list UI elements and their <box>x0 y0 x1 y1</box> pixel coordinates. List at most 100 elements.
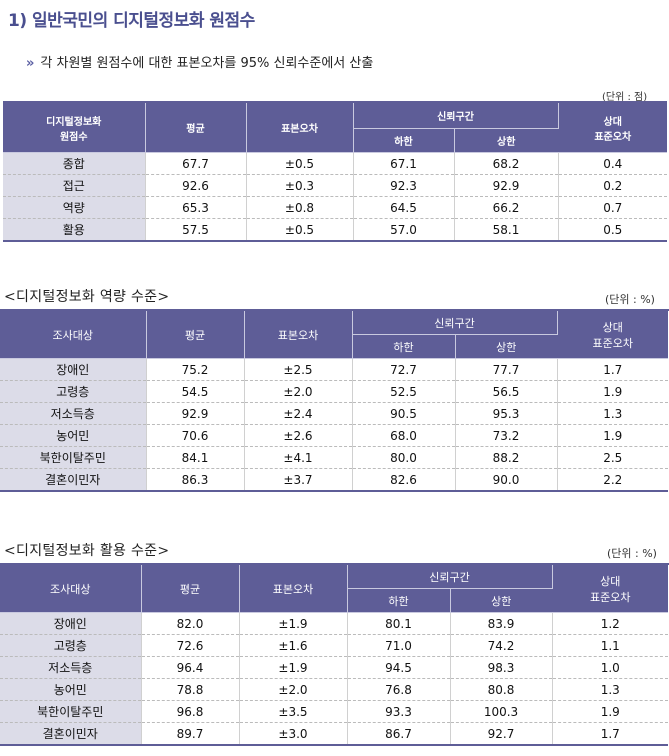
cell-mean: 70.6 <box>146 424 245 447</box>
cell-lower: 67.1 <box>353 152 455 175</box>
cell-rse: 0.7 <box>558 196 667 219</box>
cell-mean: 96.8 <box>141 700 240 723</box>
cell-rse: 1.3 <box>557 402 669 425</box>
table-row: 결혼이민자 86.3 ±3.7 82.6 90.0 2.2 <box>0 468 669 492</box>
cell-label: 고령층 <box>0 634 142 657</box>
subtitle-text: 각 차원별 원점수에 대한 표본오차를 95% 신뢰수준에서 산출 <box>40 56 374 71</box>
cell-rse: 1.3 <box>552 678 669 701</box>
capability-table: 조사대상 평균 표본오차 신뢰구간 상대 표준오차 하한 상한 장애인 75.2 ±… <box>0 311 669 492</box>
header-mean: 평균 <box>146 311 245 359</box>
header-lower: 하한 <box>352 334 456 359</box>
table-row: 북한이탈주민 96.8 ±3.5 93.3 100.3 1.9 <box>0 700 669 723</box>
cell-lower: 52.5 <box>352 380 456 403</box>
cell-label: 저소득층 <box>0 402 147 425</box>
cell-se: ±0.8 <box>246 196 354 219</box>
section-title-usage: <디지털정보화 활용 수준> <box>4 543 170 559</box>
cell-mean: 96.4 <box>141 656 240 679</box>
table2-top-rule <box>0 309 669 311</box>
cell-mean: 65.3 <box>145 196 247 219</box>
table-row: 고령층 54.5 ±2.0 52.5 56.5 1.9 <box>0 380 669 403</box>
cell-mean: 57.5 <box>145 218 247 242</box>
cell-se: ±0.3 <box>246 174 354 197</box>
cell-lower: 80.0 <box>352 446 456 469</box>
cell-lower: 92.3 <box>353 174 455 197</box>
page-title: 1) 일반국민의 디지털정보화 원점수 <box>8 11 255 31</box>
cell-lower: 57.0 <box>353 218 455 242</box>
cell-label: 역량 <box>3 196 146 219</box>
header-lower: 하한 <box>347 588 451 613</box>
header-upper: 상한 <box>455 334 558 359</box>
cell-lower: 86.7 <box>347 722 451 746</box>
cell-lower: 93.3 <box>347 700 451 723</box>
table-row: 저소득층 96.4 ±1.9 94.5 98.3 1.0 <box>0 656 669 679</box>
header-ci: 신뢰구간 <box>352 311 558 335</box>
cell-rse: 0.5 <box>558 218 667 242</box>
table-row: 종합 67.7 ±0.5 67.1 68.2 0.4 <box>3 152 667 175</box>
cell-rse: 0.2 <box>558 174 667 197</box>
header-row-label: 조사대상 <box>0 311 147 359</box>
table1-top-rule <box>3 101 667 103</box>
table-row: 저소득층 92.9 ±2.4 90.5 95.3 1.3 <box>0 402 669 425</box>
cell-upper: 73.2 <box>455 424 558 447</box>
cell-upper: 92.7 <box>450 722 553 746</box>
cell-upper: 92.9 <box>454 174 559 197</box>
table-row: 북한이탈주민 84.1 ±4.1 80.0 88.2 2.5 <box>0 446 669 469</box>
cell-se: ±2.6 <box>244 424 353 447</box>
cell-lower: 76.8 <box>347 678 451 701</box>
table2-unit: (단위 : %) <box>605 293 655 306</box>
table3-body: 장애인 82.0 ±1.9 80.1 83.9 1.2 고령층 72.6 ±1.6 71.0 74.… <box>0 612 669 746</box>
cell-label: 접근 <box>3 174 146 197</box>
usage-table: 조사대상 평균 표본오차 신뢰구간 상대 표준오차 하한 상한 장애인 82.0 ±… <box>0 565 669 746</box>
header-ci: 신뢰구간 <box>353 103 559 129</box>
cell-se: ±1.9 <box>239 612 348 635</box>
cell-label: 북한이탈주민 <box>0 700 142 723</box>
cell-lower: 80.1 <box>347 612 451 635</box>
cell-se: ±4.1 <box>244 446 353 469</box>
cell-mean: 72.6 <box>141 634 240 657</box>
cell-rse: 1.0 <box>552 656 669 679</box>
cell-lower: 71.0 <box>347 634 451 657</box>
cell-lower: 72.7 <box>352 358 456 381</box>
table-row: 역량 65.3 ±0.8 64.5 66.2 0.7 <box>3 196 667 219</box>
cell-mean: 92.6 <box>145 174 247 197</box>
cell-label: 고령층 <box>0 380 147 403</box>
cell-label: 활용 <box>3 218 146 242</box>
cell-label: 저소득층 <box>0 656 142 679</box>
table-row: 장애인 82.0 ±1.9 80.1 83.9 1.2 <box>0 612 669 635</box>
cell-label: 농어민 <box>0 424 147 447</box>
cell-rse: 1.1 <box>552 634 669 657</box>
cell-label: 장애인 <box>0 612 142 635</box>
cell-upper: 58.1 <box>454 218 559 242</box>
cell-se: ±2.0 <box>239 678 348 701</box>
header-mean: 평균 <box>145 103 247 153</box>
table2-body: 장애인 75.2 ±2.5 72.7 77.7 1.7 고령층 54.5 ±2.0 52.5 56.… <box>0 358 669 492</box>
cell-upper: 77.7 <box>455 358 558 381</box>
cell-rse: 1.7 <box>557 358 669 381</box>
header-lower: 하한 <box>353 128 455 153</box>
cell-lower: 82.6 <box>352 468 456 492</box>
cell-mean: 54.5 <box>146 380 245 403</box>
cell-se: ±2.0 <box>244 380 353 403</box>
table-row: 장애인 75.2 ±2.5 72.7 77.7 1.7 <box>0 358 669 381</box>
cell-mean: 92.9 <box>146 402 245 425</box>
header-row-label: 조사대상 <box>0 565 142 613</box>
cell-label: 장애인 <box>0 358 147 381</box>
cell-mean: 86.3 <box>146 468 245 492</box>
cell-mean: 82.0 <box>141 612 240 635</box>
cell-mean: 84.1 <box>146 446 245 469</box>
cell-mean: 78.8 <box>141 678 240 701</box>
header-row-label: 디지털정보화 원점수 <box>3 103 146 153</box>
cell-se: ±0.5 <box>246 152 354 175</box>
cell-mean: 89.7 <box>141 722 240 746</box>
cell-se: ±3.7 <box>244 468 353 492</box>
cell-upper: 68.2 <box>454 152 559 175</box>
cell-rse: 1.9 <box>557 380 669 403</box>
raw-score-table: 디지털정보화 원점수 평균 표본오차 신뢰구간 상대 표준오차 하한 상한 종합… <box>3 103 667 242</box>
table-row: 활용 57.5 ±0.5 57.0 58.1 0.5 <box>3 218 667 242</box>
cell-rse: 1.9 <box>552 700 669 723</box>
cell-rse: 2.2 <box>557 468 669 492</box>
table-row: 고령층 72.6 ±1.6 71.0 74.2 1.1 <box>0 634 669 657</box>
cell-upper: 56.5 <box>455 380 558 403</box>
table-row: 농어민 70.6 ±2.6 68.0 73.2 1.9 <box>0 424 669 447</box>
cell-label: 농어민 <box>0 678 142 701</box>
